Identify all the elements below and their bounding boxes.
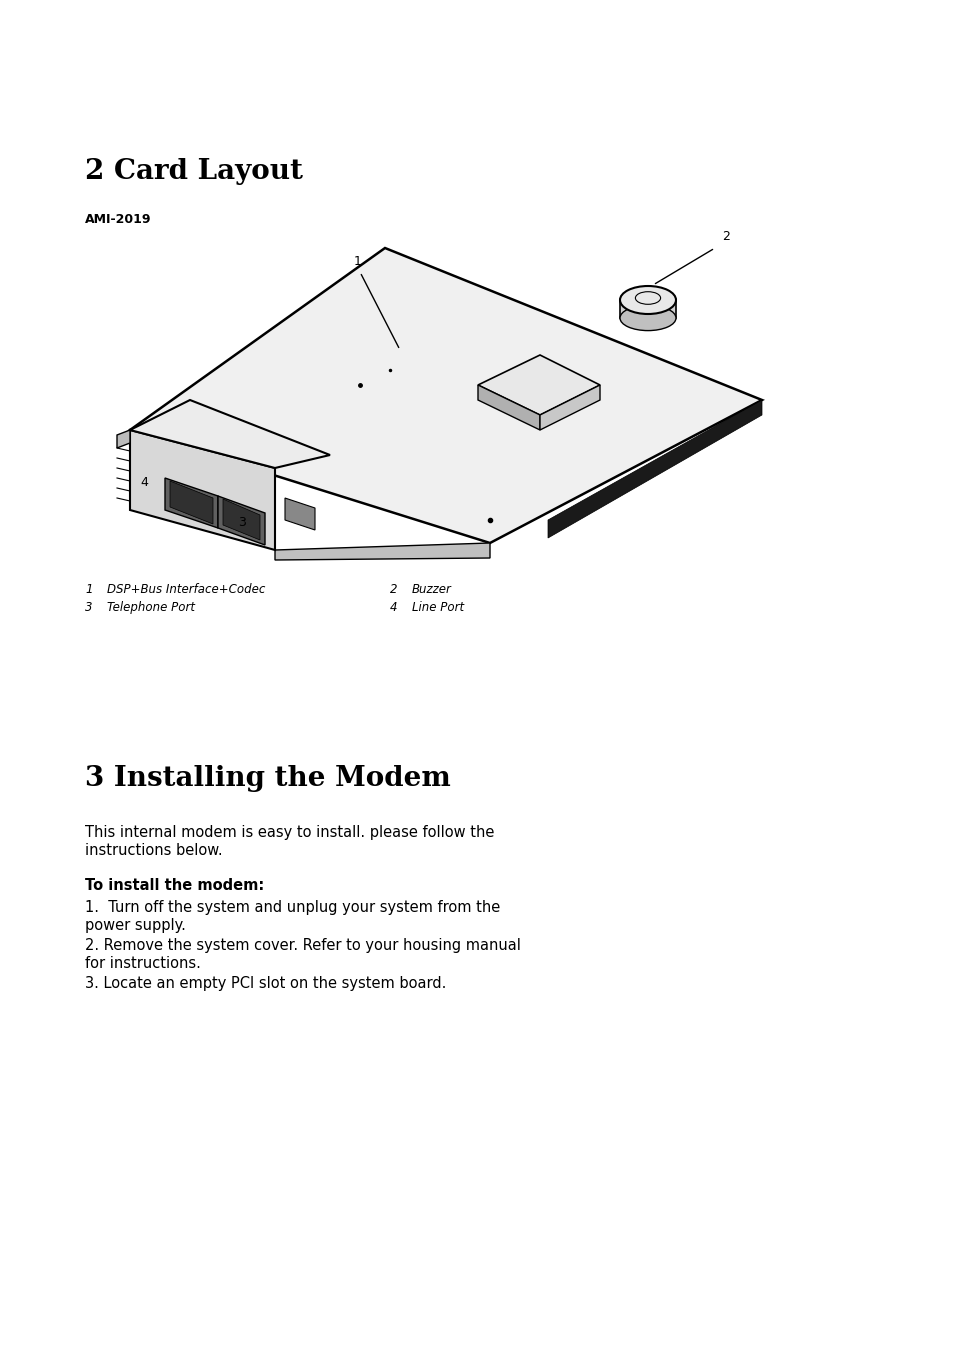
Text: Buzzer: Buzzer (412, 584, 452, 596)
Text: 2. Remove the system cover. Refer to your housing manual: 2. Remove the system cover. Refer to you… (85, 938, 520, 952)
Text: AMI-2019: AMI-2019 (85, 213, 152, 226)
Polygon shape (477, 355, 599, 415)
Polygon shape (547, 400, 761, 538)
Text: Line Port: Line Port (412, 601, 464, 613)
Polygon shape (130, 400, 330, 467)
Text: 3: 3 (85, 601, 92, 613)
Text: DSP+Bus Interface+Codec: DSP+Bus Interface+Codec (107, 584, 265, 596)
Polygon shape (165, 478, 218, 528)
Text: To install the modem:: To install the modem: (85, 878, 264, 893)
Polygon shape (477, 385, 539, 430)
Polygon shape (619, 300, 676, 317)
Polygon shape (218, 496, 265, 544)
Polygon shape (285, 499, 314, 530)
Ellipse shape (619, 305, 676, 331)
Text: 3 Installing the Modem: 3 Installing the Modem (85, 765, 450, 792)
Text: 3. Locate an empty PCI slot on the system board.: 3. Locate an empty PCI slot on the syste… (85, 975, 446, 992)
Polygon shape (130, 430, 274, 550)
Text: for instructions.: for instructions. (85, 957, 201, 971)
Text: 4: 4 (140, 477, 148, 489)
Polygon shape (539, 385, 599, 430)
Ellipse shape (619, 286, 676, 313)
Text: Telephone Port: Telephone Port (107, 601, 194, 613)
Text: 1.  Turn off the system and unplug your system from the: 1. Turn off the system and unplug your s… (85, 900, 499, 915)
Polygon shape (170, 481, 213, 524)
Text: instructions below.: instructions below. (85, 843, 222, 858)
Text: 2 Card Layout: 2 Card Layout (85, 158, 303, 185)
Text: 1: 1 (354, 255, 361, 267)
Text: 3: 3 (237, 516, 246, 528)
Text: 2: 2 (721, 230, 729, 243)
Polygon shape (130, 249, 761, 543)
Text: 2: 2 (390, 584, 397, 596)
Polygon shape (117, 430, 130, 449)
Text: power supply.: power supply. (85, 917, 186, 934)
Polygon shape (274, 543, 490, 561)
Text: This internal modem is easy to install. please follow the: This internal modem is easy to install. … (85, 825, 494, 840)
Polygon shape (223, 499, 260, 540)
Text: 4: 4 (390, 601, 397, 613)
Text: 1: 1 (85, 584, 92, 596)
